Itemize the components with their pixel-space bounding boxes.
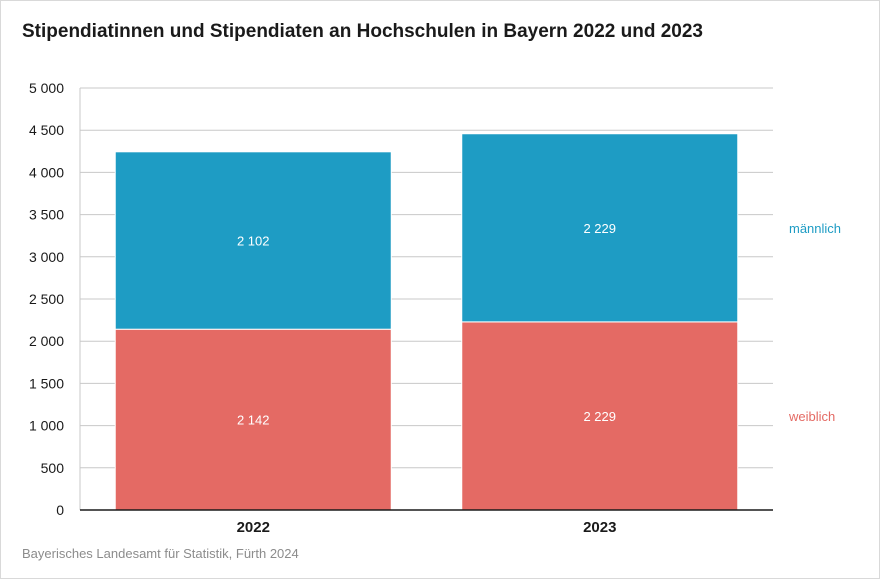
data-label: 2 229 xyxy=(583,221,616,236)
bar-weiblich-2022 xyxy=(114,328,392,511)
bar-maennlich-2022 xyxy=(114,151,392,330)
x-tick-label: 2023 xyxy=(583,519,616,536)
y-tick-label: 0 xyxy=(56,502,64,518)
y-tick-label: 4 500 xyxy=(29,122,64,138)
data-label: 2 102 xyxy=(237,234,270,249)
y-tick-label: 3 500 xyxy=(29,207,64,223)
chart-title: Stipendiatinnen und Stipendiaten an Hoch… xyxy=(22,21,703,42)
legend-weiblich: weiblich xyxy=(788,409,835,424)
x-tick-label: 2022 xyxy=(237,519,270,536)
data-label: 2 229 xyxy=(583,409,616,424)
y-tick-label: 2 000 xyxy=(29,333,64,349)
y-tick-label: 2 500 xyxy=(29,291,64,307)
y-tick-label: 4 000 xyxy=(29,164,64,180)
y-tick-label: 5 000 xyxy=(29,80,64,96)
y-tick-label: 3 000 xyxy=(29,249,64,265)
bar-maennlich-2023 xyxy=(461,133,739,323)
source-note: Bayerisches Landesamt für Statistik, Für… xyxy=(22,546,299,561)
data-label: 2 142 xyxy=(237,413,270,428)
y-tick-label: 1 500 xyxy=(29,375,64,391)
legend-maennlich: männlich xyxy=(789,221,841,236)
bar-weiblich-2023 xyxy=(461,321,739,511)
y-tick-label: 500 xyxy=(41,460,65,476)
y-tick-label: 1 000 xyxy=(29,418,64,434)
